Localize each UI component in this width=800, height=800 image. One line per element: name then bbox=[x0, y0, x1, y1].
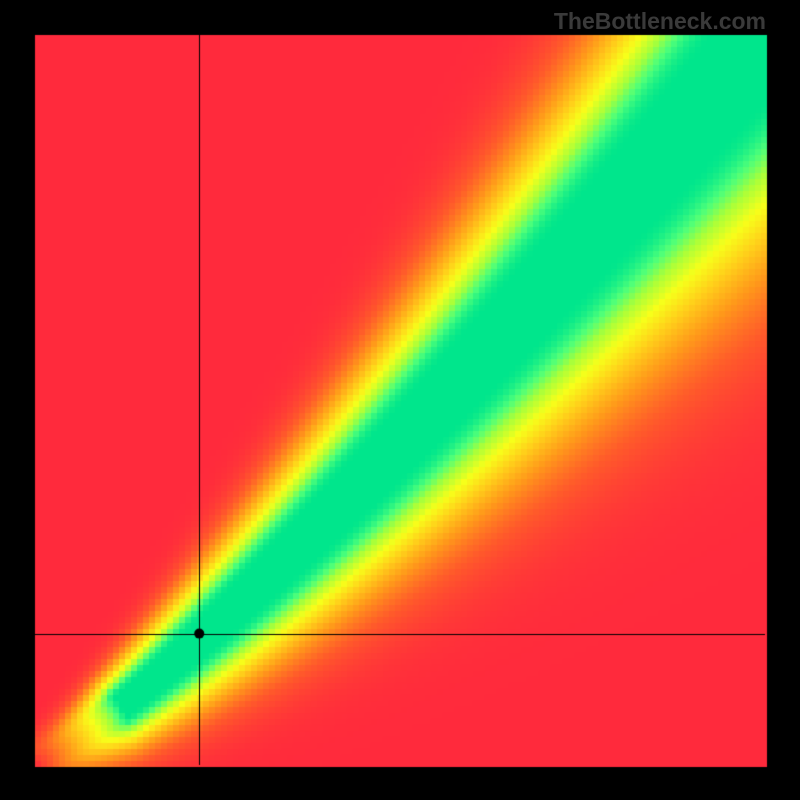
chart-container: TheBottleneck.com bbox=[0, 0, 800, 800]
watermark-text: TheBottleneck.com bbox=[554, 8, 766, 35]
bottleneck-heatmap bbox=[0, 0, 800, 800]
